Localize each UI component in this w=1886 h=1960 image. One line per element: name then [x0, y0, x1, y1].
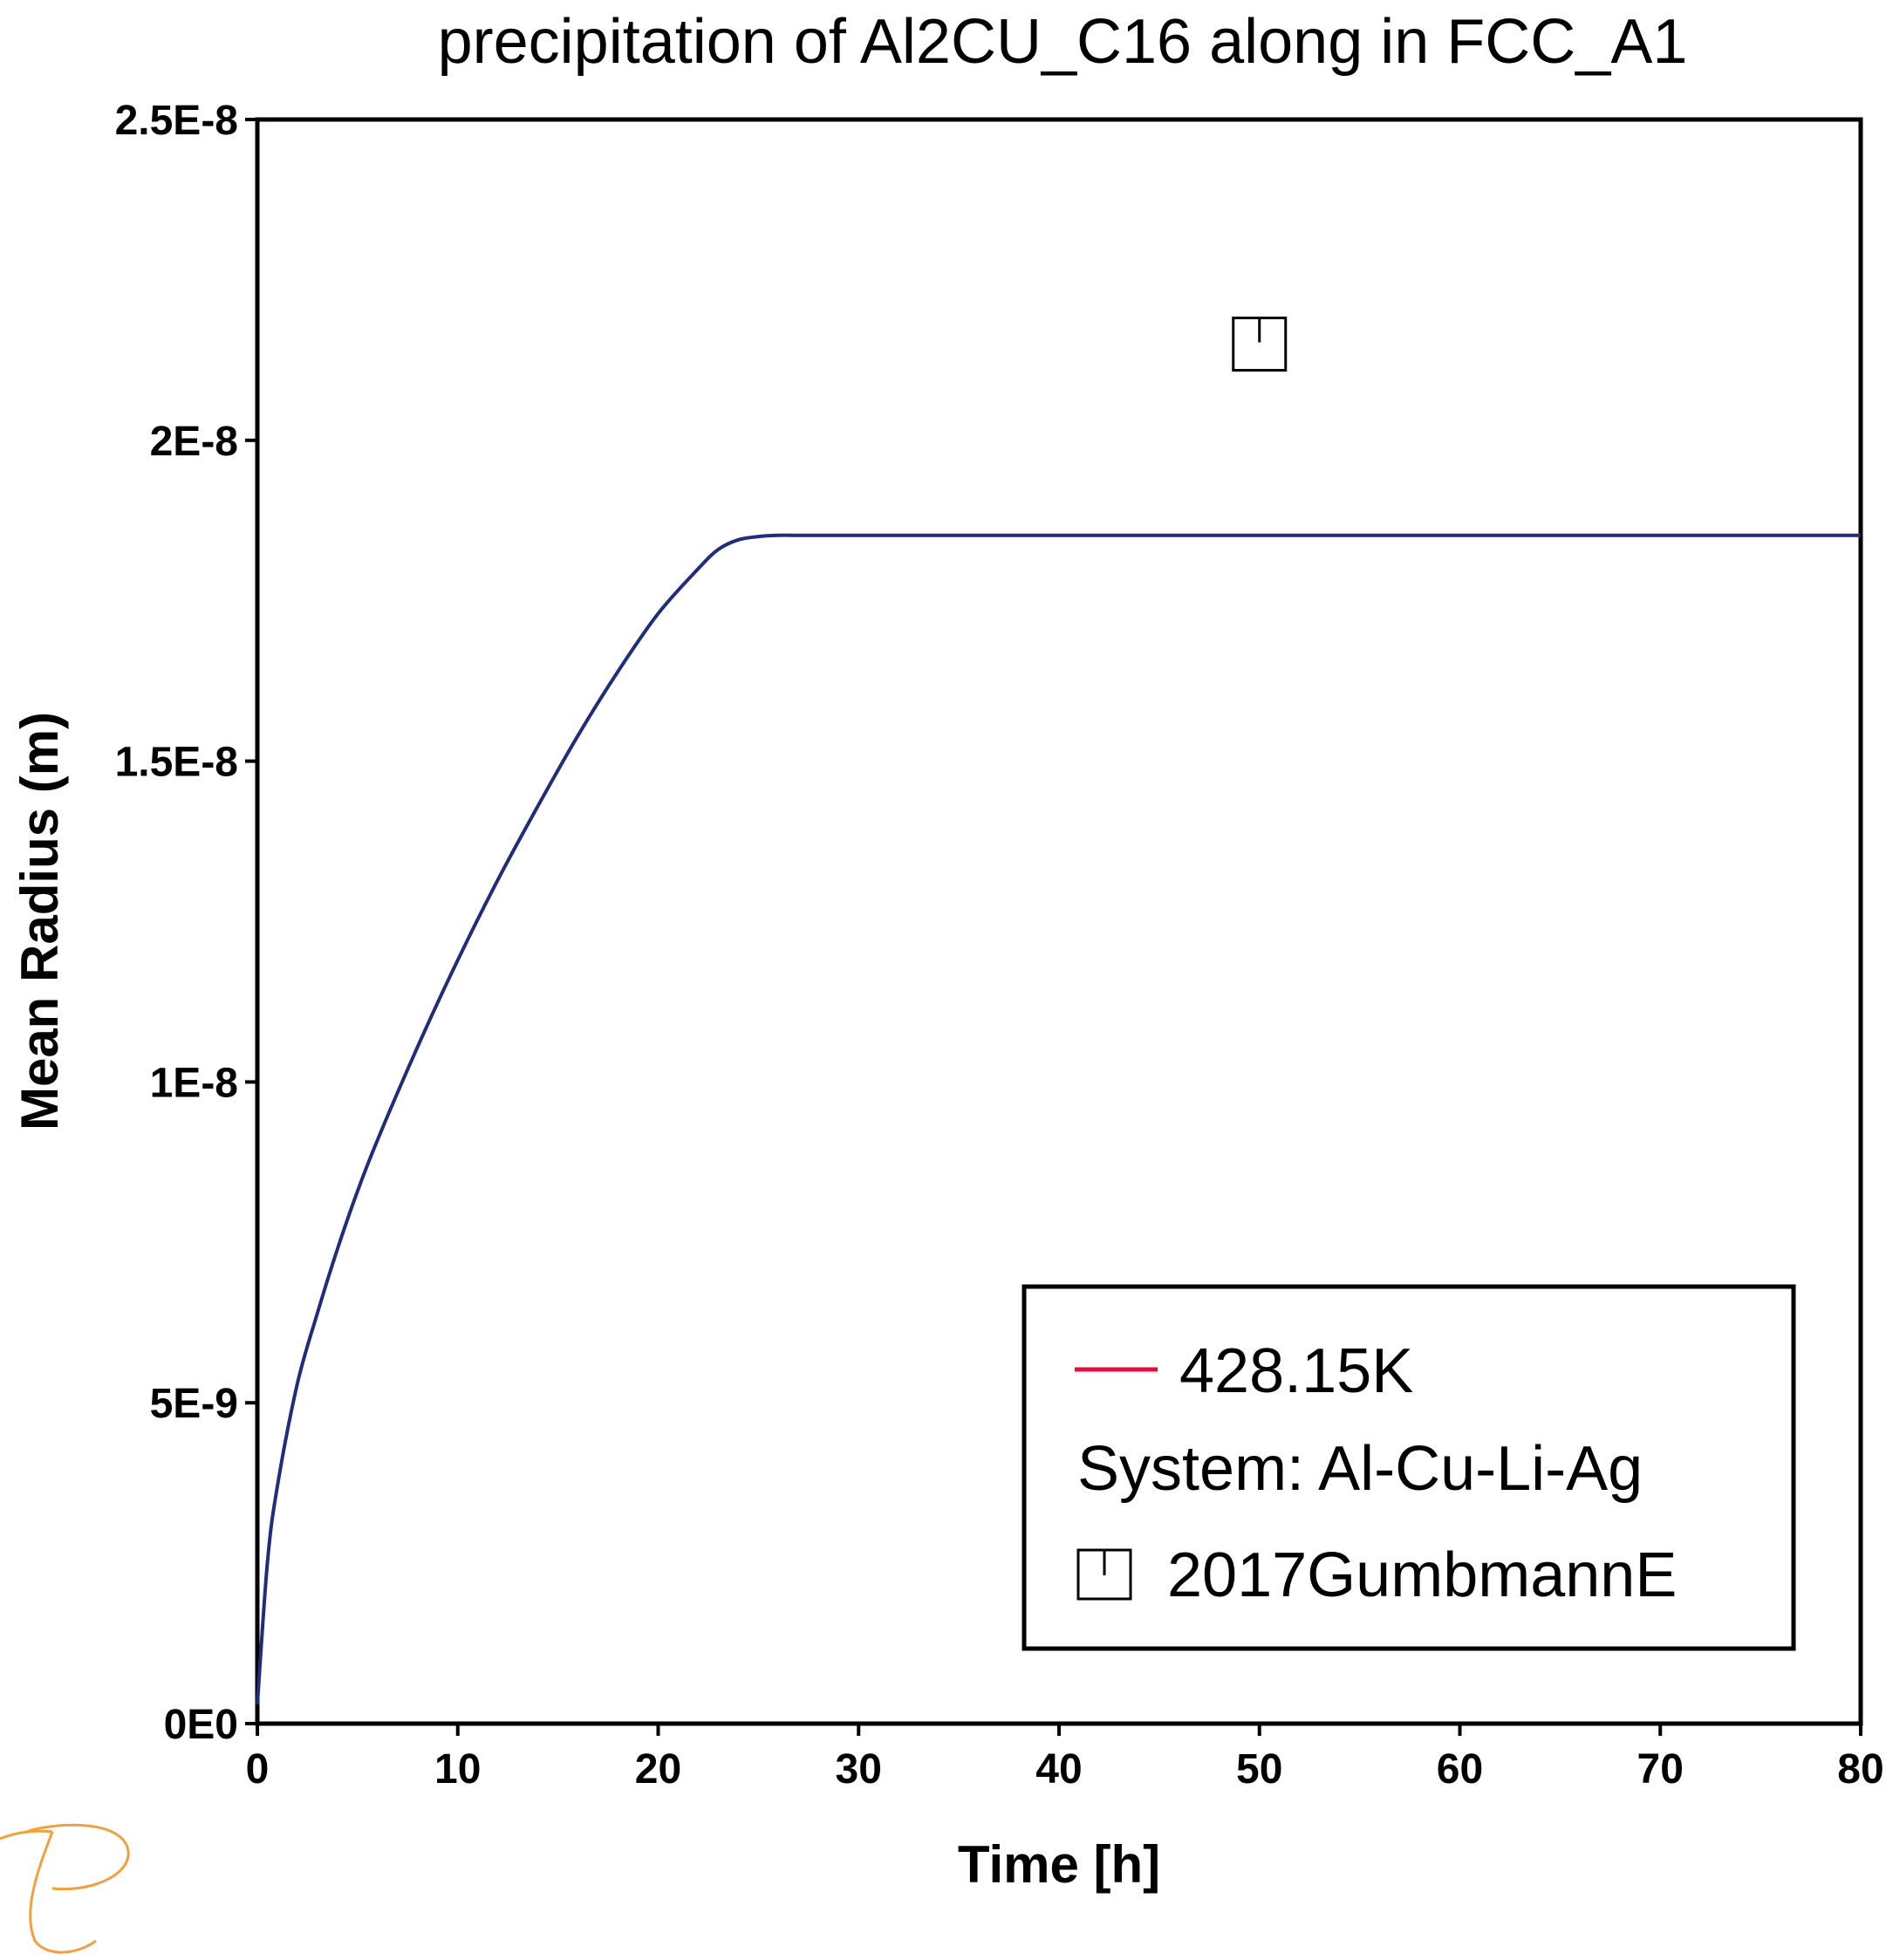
x-tick-label: 60 [1437, 1746, 1483, 1793]
y-tick-label: 2.5E-8 [115, 98, 238, 144]
legend-box [1022, 1284, 1796, 1651]
experimental-points [1232, 316, 1288, 372]
legend-system-label: System: Al-Cu-Li-Ag [1077, 1434, 1643, 1504]
y-axis-label: Mean Radius (m) [10, 712, 69, 1130]
thermo-calc-logo-icon [0, 1823, 130, 1954]
x-tick-label: 70 [1637, 1746, 1684, 1793]
y-tick-label: 2E-8 [150, 419, 238, 465]
x-tick-label: 20 [635, 1746, 681, 1793]
chart-title: precipitation of Al2CU_C16 along in FCC_… [438, 7, 1688, 77]
series-line [256, 533, 1861, 1705]
y-tick-label: 0E0 [164, 1702, 238, 1748]
x-tick-label: 50 [1236, 1746, 1282, 1793]
series-layer [256, 533, 1861, 1705]
x-tick-label: 40 [1035, 1746, 1082, 1793]
x-tick-label: 30 [836, 1746, 882, 1793]
y-tick-label: 1.5E-8 [115, 740, 238, 786]
x-axis-ticks: 0 10 20 30 40 50 60 70 80 [246, 1724, 1884, 1793]
x-tick-label: 80 [1837, 1746, 1883, 1793]
legend-series-label: 428.15K [1179, 1336, 1413, 1406]
experimental-point [1232, 316, 1288, 372]
legend-experimental-marker-icon [1076, 1548, 1132, 1601]
y-tick-label: 5E-9 [150, 1381, 238, 1427]
x-tick-label: 0 [246, 1746, 270, 1793]
legend-experimental-label: 2017GumbmannE [1167, 1540, 1677, 1610]
legend: 428.15K System: Al-Cu-Li-Ag 2017Gumbmann… [1022, 1284, 1796, 1651]
x-tick-label: 10 [434, 1746, 481, 1793]
y-axis-ticks: 0E0 5E-9 1E-8 1.5E-8 2E-8 2.5E-8 [115, 98, 257, 1748]
y-tick-label: 1E-8 [150, 1060, 238, 1106]
x-axis-label: Time [h] [958, 1835, 1160, 1894]
